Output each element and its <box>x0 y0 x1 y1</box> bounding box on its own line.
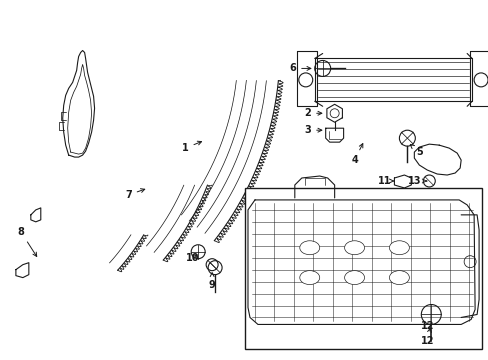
Text: 7: 7 <box>125 189 144 200</box>
Text: 9: 9 <box>208 273 215 289</box>
Text: 12: 12 <box>420 328 433 346</box>
Text: 11: 11 <box>377 176 393 186</box>
Text: 4: 4 <box>350 144 362 165</box>
Text: 12: 12 <box>420 321 433 332</box>
Text: 3: 3 <box>304 125 321 135</box>
Text: 5: 5 <box>409 145 422 157</box>
Text: 10: 10 <box>185 253 199 263</box>
Ellipse shape <box>299 241 319 255</box>
Bar <box>244 188 481 349</box>
Ellipse shape <box>388 271 408 285</box>
Text: 13: 13 <box>407 176 426 186</box>
Text: 6: 6 <box>289 63 310 73</box>
Ellipse shape <box>344 271 364 285</box>
Ellipse shape <box>388 241 408 255</box>
Ellipse shape <box>344 241 364 255</box>
Text: 2: 2 <box>304 108 321 118</box>
Text: 8: 8 <box>18 227 37 256</box>
Ellipse shape <box>299 271 319 285</box>
Text: 1: 1 <box>182 141 201 153</box>
